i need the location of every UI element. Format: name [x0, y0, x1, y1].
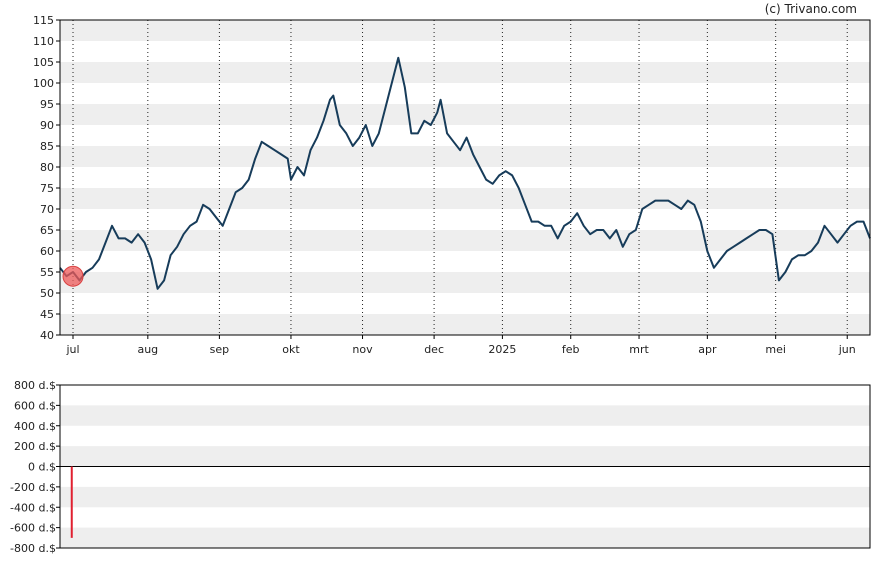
credit-text: (c) Trivano.com — [765, 2, 857, 16]
price-panel: 40 45 50 55 60 65 70 75 80 85 90 95 100 105 110 115 jul… — [33, 14, 871, 356]
volume-y-tick-label: -200 d.$ — [10, 481, 56, 494]
price-grid-bands — [60, 20, 870, 335]
price-y-tick-label: 110 — [33, 35, 54, 48]
price-grid-band — [60, 314, 870, 335]
price-y-tick-label: 50 — [40, 287, 54, 300]
price-y-tick-label: 90 — [40, 119, 54, 132]
price-y-tick-label: 70 — [40, 203, 54, 216]
price-x-tick-label: mrt — [629, 343, 649, 356]
volume-y-tick-label: 200 d.$ — [14, 440, 56, 453]
price-grid-band — [60, 146, 870, 167]
price-y-tick-label: 40 — [40, 329, 54, 342]
price-grid-band — [60, 272, 870, 293]
volume-grid-bands — [60, 405, 870, 548]
price-x-axis: jul aug sep okt nov dec 2025 feb mrt apr mei jun — [65, 335, 856, 356]
price-x-tick-label: mei — [765, 343, 786, 356]
volume-grid-band — [60, 446, 870, 467]
price-y-tick-label: 45 — [40, 308, 54, 321]
volume-y-tick-label: 800 d.$ — [14, 379, 56, 392]
price-grid-band — [60, 230, 870, 251]
price-grid-band — [60, 104, 870, 125]
price-x-tick-label: dec — [424, 343, 444, 356]
price-y-tick-label: 55 — [40, 266, 54, 279]
price-x-tick-label: apr — [698, 343, 717, 356]
price-y-tick-label: 80 — [40, 161, 54, 174]
price-grid-band — [60, 20, 870, 41]
volume-panel: 800 d.$ 600 d.$ 400 d.$ 200 d.$ 0 d.$ -200 d.… — [10, 379, 871, 555]
price-y-tick-label: 105 — [33, 56, 54, 69]
volume-grid-band — [60, 527, 870, 548]
volume-y-tick-label: 600 d.$ — [14, 399, 56, 412]
price-line — [59, 56, 871, 290]
price-x-tick-label: aug — [137, 343, 158, 356]
price-x-tick-label: sep — [210, 343, 229, 356]
volume-y-tick-label: 400 d.$ — [14, 420, 56, 433]
price-grid-band — [60, 188, 870, 209]
price-y-tick-label: 100 — [33, 77, 54, 90]
price-grid-band — [60, 62, 870, 83]
start-marker — [62, 265, 84, 287]
volume-y-tick-label: 0 d.$ — [28, 461, 56, 474]
price-y-tick-label: 115 — [33, 14, 54, 27]
price-x-tick-label: 2025 — [488, 343, 516, 356]
volume-frame — [59, 384, 871, 549]
price-x-tick-label: nov — [352, 343, 373, 356]
price-x-tick-label: feb — [562, 343, 580, 356]
volume-y-tick-label: -600 d.$ — [10, 522, 56, 535]
price-y-axis: 40 45 50 55 60 65 70 75 80 85 90 95 100 105 110 115 — [33, 14, 60, 342]
price-y-tick-label: 65 — [40, 224, 54, 237]
volume-grid-band — [60, 486, 870, 508]
volume-y-tick-label: -400 d.$ — [10, 501, 56, 514]
volume-grid-band — [60, 405, 870, 426]
price-y-tick-label: 75 — [40, 182, 54, 195]
price-grid-vertical-lines — [72, 20, 848, 335]
price-frame — [59, 19, 871, 336]
volume-y-axis: 800 d.$ 600 d.$ 400 d.$ 200 d.$ 0 d.$ -200 d.… — [10, 379, 60, 555]
price-x-tick-label: okt — [282, 343, 300, 356]
price-y-tick-label: 85 — [40, 140, 54, 153]
price-x-tick-label: jun — [838, 343, 856, 356]
price-y-tick-label: 95 — [40, 98, 54, 111]
volume-y-tick-label: -800 d.$ — [10, 542, 56, 555]
price-x-tick-label: jul — [65, 343, 79, 356]
price-y-tick-label: 60 — [40, 245, 54, 258]
